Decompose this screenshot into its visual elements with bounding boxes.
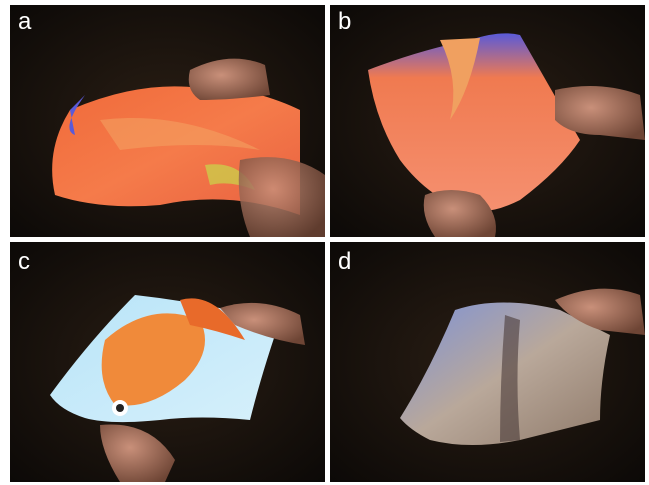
panel-label: a [18, 8, 32, 35]
panel-label: b [338, 8, 351, 35]
panel-b: b [330, 5, 645, 237]
panel-label: d [338, 248, 351, 275]
panel-c: c [10, 242, 325, 482]
panel-label: c [18, 248, 30, 275]
panel-a: a [10, 5, 325, 237]
panel-d: d [330, 242, 645, 482]
